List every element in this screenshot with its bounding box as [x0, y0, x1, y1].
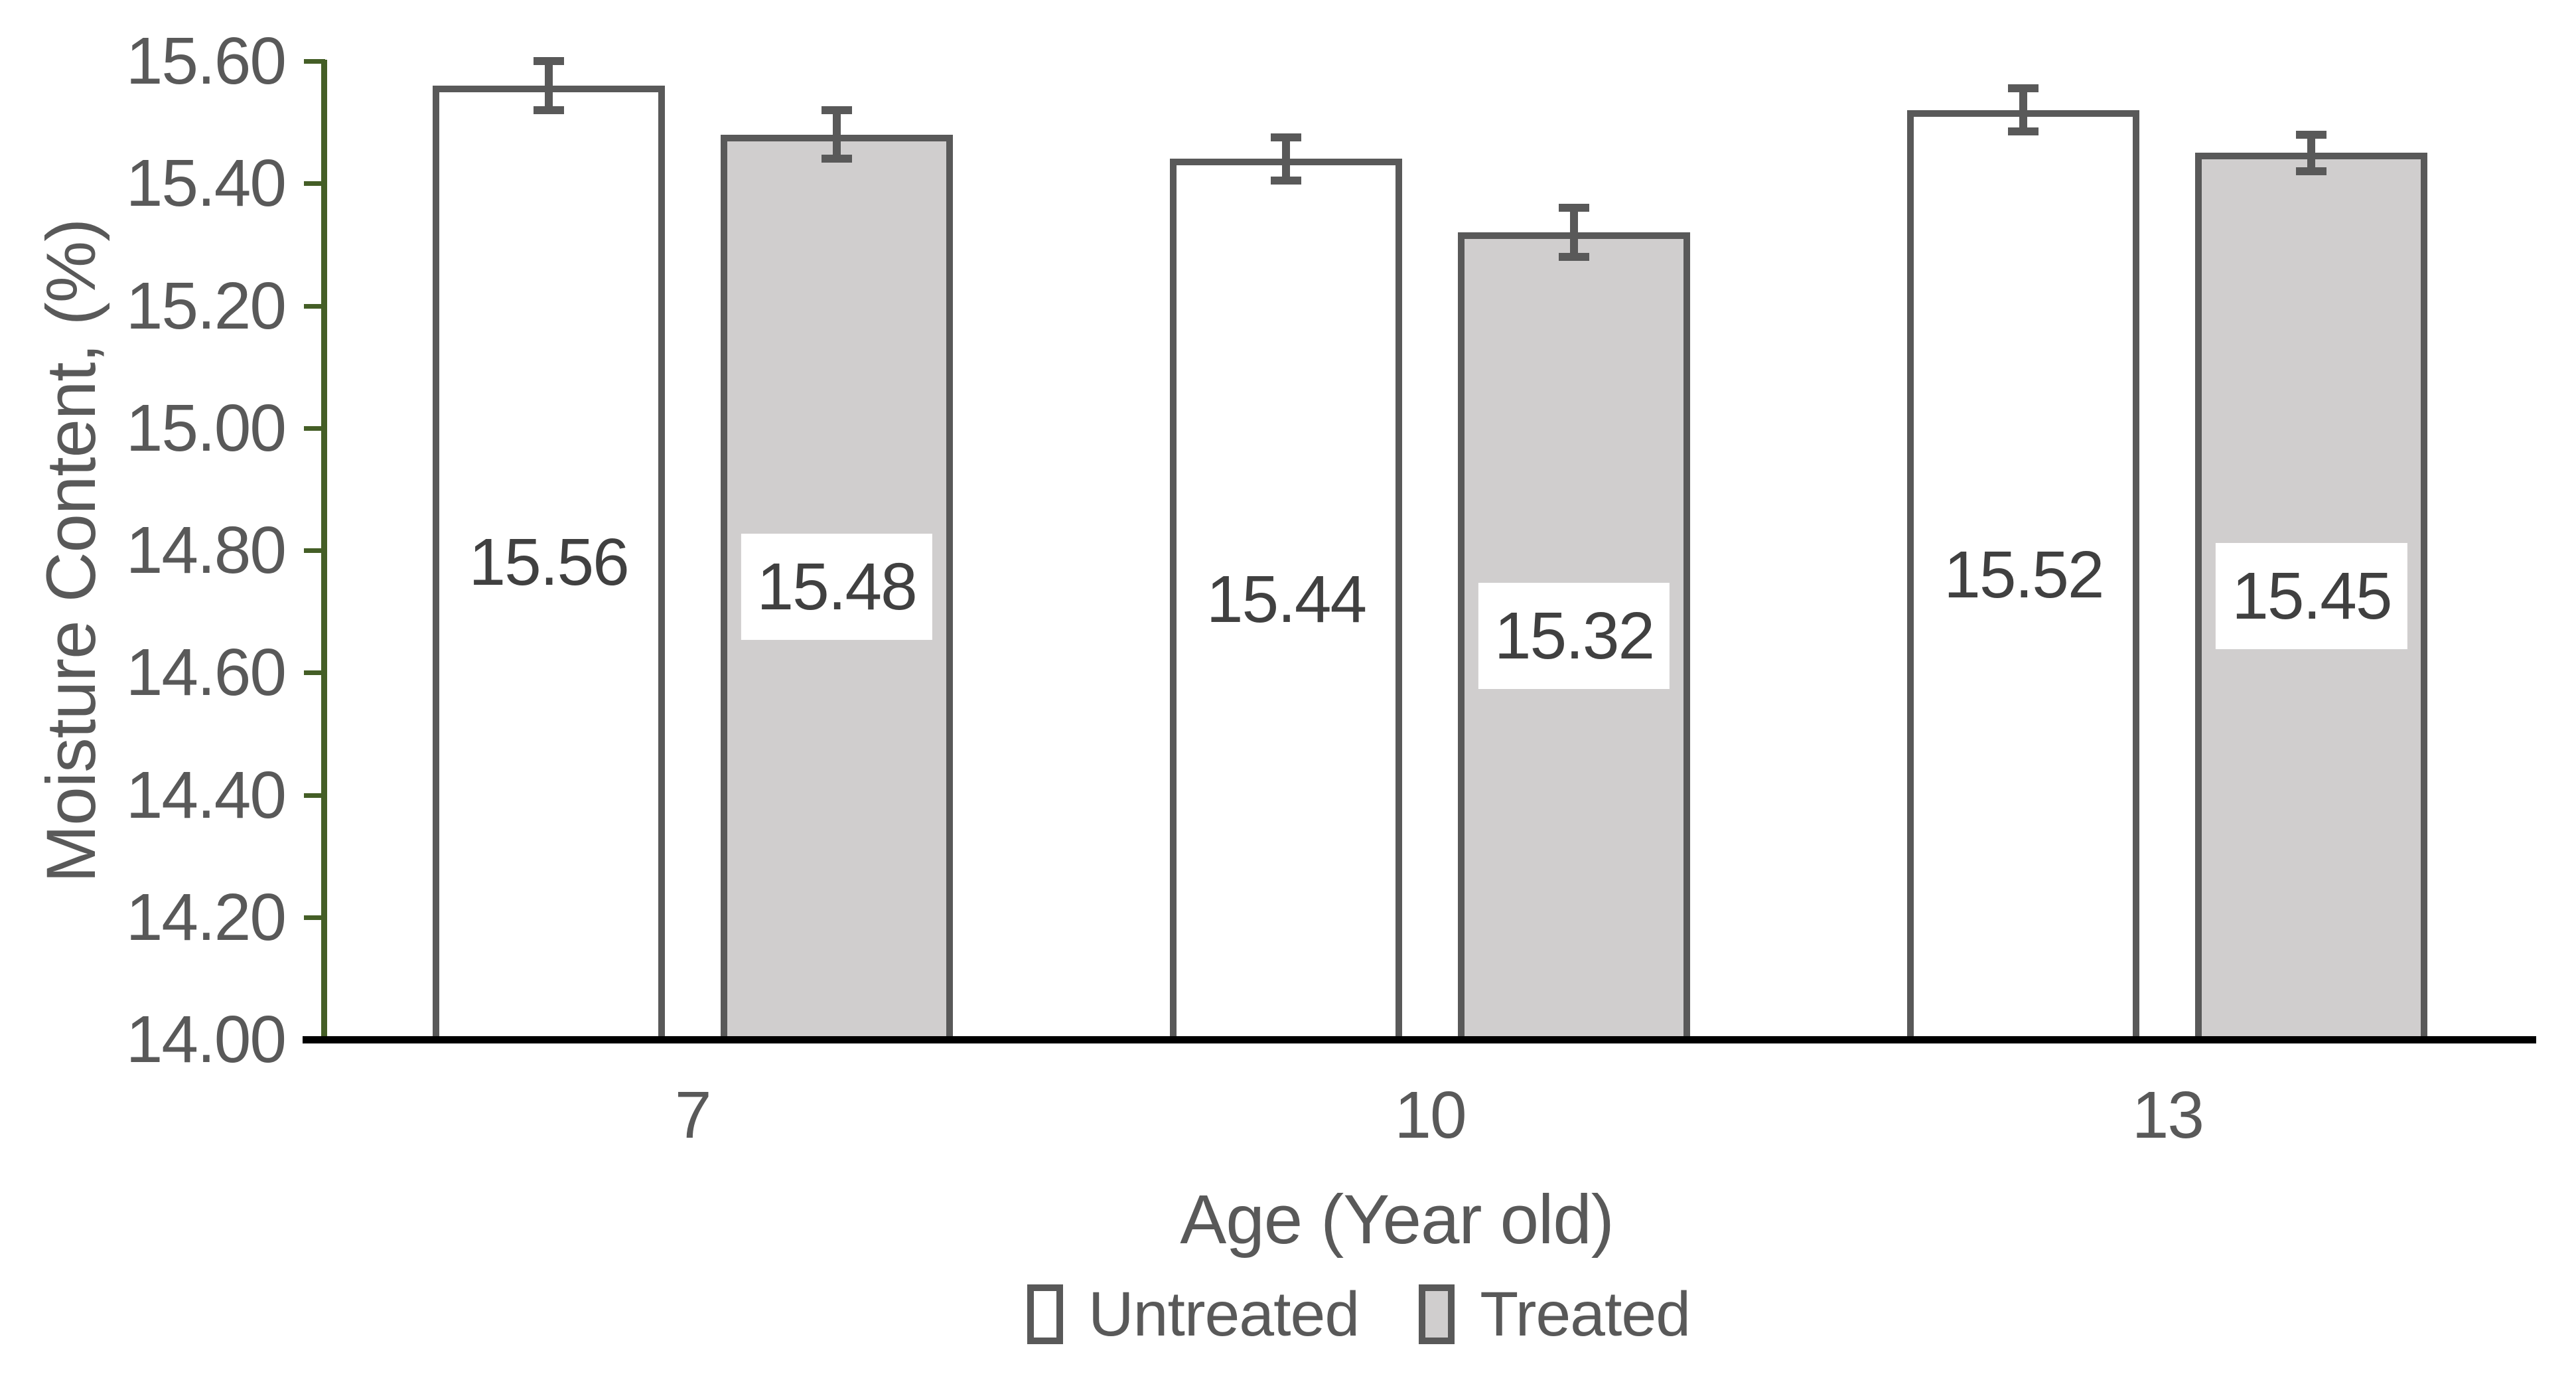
error-bar-cap	[1559, 252, 1589, 261]
error-bar-cap	[821, 106, 852, 114]
x-tick-label-7: 7	[674, 1078, 712, 1152]
x-tick-label-10: 10	[1394, 1078, 1467, 1152]
y-tick-label: 14.40	[125, 757, 287, 832]
error-bar-cap	[533, 106, 564, 114]
error-bar-line	[832, 110, 841, 159]
error-bar-line	[1570, 208, 1578, 257]
y-tick-label: 14.00	[125, 1002, 287, 1077]
legend-label-untreated: Untreated	[1088, 1278, 1360, 1349]
legend-item-treated: Treated	[1419, 1278, 1691, 1349]
y-tick-mark	[304, 59, 325, 64]
error-bar-cap	[821, 155, 852, 163]
error-bar-line	[2019, 88, 2028, 131]
y-tick-mark	[304, 303, 325, 309]
error-bar-line	[1282, 137, 1290, 181]
y-tick-mark	[304, 425, 325, 431]
data-label-treated-age-7: 15.48	[741, 534, 932, 641]
legend-swatch-treated	[1419, 1284, 1455, 1344]
data-label-untreated-age-7: 15.56	[468, 525, 630, 600]
y-tick-label: 14.60	[125, 635, 287, 710]
error-bar-cap	[533, 57, 564, 65]
y-tick-label: 14.80	[125, 513, 287, 587]
error-bar-cap	[2296, 130, 2327, 139]
bar-untreated-age-10	[1170, 159, 1402, 1043]
y-tick-mark	[304, 548, 325, 553]
data-label-treated-age-13: 15.45	[2216, 543, 2407, 650]
error-bar-cap	[1271, 133, 1301, 142]
error-bar-cap	[2008, 84, 2039, 93]
error-bar-cap	[2008, 127, 2039, 135]
legend-item-untreated: Untreated	[1027, 1278, 1360, 1349]
y-tick-label: 15.20	[125, 268, 287, 343]
y-tick-mark	[304, 670, 325, 676]
data-label-untreated-age-13: 15.52	[1944, 537, 2104, 612]
error-bar-cap	[1271, 176, 1301, 185]
y-tick-label: 15.40	[125, 146, 287, 221]
legend-swatch-untreated	[1027, 1284, 1063, 1344]
x-axis-line	[303, 1036, 2536, 1043]
data-label-treated-age-10: 15.32	[1478, 582, 1670, 689]
legend: Untreated Treated	[1027, 1271, 1691, 1357]
data-label-untreated-age-10: 15.44	[1206, 562, 1367, 637]
error-bar-cap	[1559, 204, 1589, 212]
x-tick-label-13: 13	[2131, 1078, 2204, 1152]
y-tick-mark	[304, 915, 325, 920]
bar-untreated-age-13	[1907, 110, 2140, 1043]
x-axis-title: Age (Year old)	[1180, 1181, 1614, 1259]
y-tick-mark	[304, 181, 325, 187]
error-bar-line	[2307, 134, 2316, 171]
y-tick-label: 14.20	[125, 880, 287, 955]
y-tick-label: 15.60	[125, 24, 287, 98]
y-tick-label: 15.00	[125, 390, 287, 465]
error-bar-line	[544, 61, 553, 110]
y-tick-mark	[304, 793, 325, 798]
legend-label-treated: Treated	[1480, 1278, 1691, 1349]
error-bar-cap	[2296, 167, 2327, 175]
